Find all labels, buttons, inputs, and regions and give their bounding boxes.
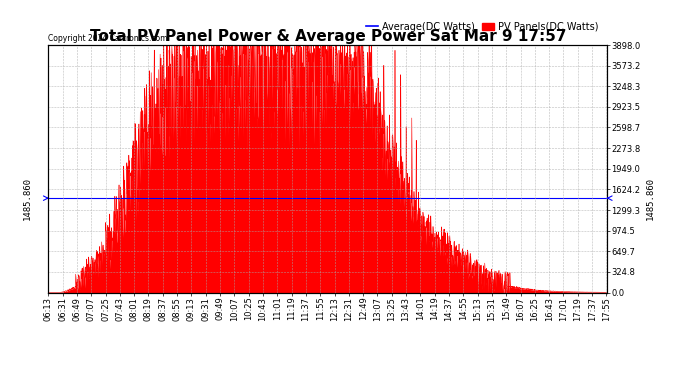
Title: Total PV Panel Power & Average Power Sat Mar 9 17:57: Total PV Panel Power & Average Power Sat… bbox=[90, 29, 566, 44]
Legend: Average(DC Watts), PV Panels(DC Watts): Average(DC Watts), PV Panels(DC Watts) bbox=[362, 18, 602, 36]
Text: 1485.860: 1485.860 bbox=[647, 177, 656, 220]
Text: 1485.860: 1485.860 bbox=[23, 177, 32, 220]
Text: Copyright 2024 Cartronics.com: Copyright 2024 Cartronics.com bbox=[48, 33, 168, 42]
